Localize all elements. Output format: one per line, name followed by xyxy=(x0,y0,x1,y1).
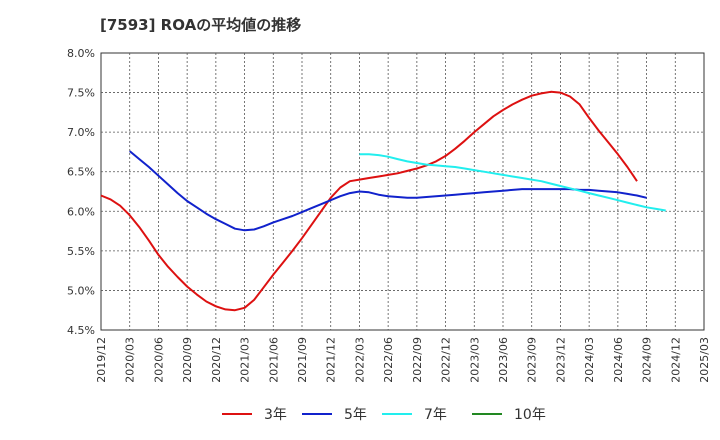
x-tick-label: 2021/12 xyxy=(325,337,338,383)
y-tick-label: 7.0% xyxy=(67,126,95,139)
x-tick-label: 2024/09 xyxy=(641,337,654,383)
series-line-3 xyxy=(359,153,666,212)
series-line-2 xyxy=(129,150,647,232)
x-tick-label: 2023/06 xyxy=(497,337,510,383)
x-tick-label: 2023/12 xyxy=(554,337,567,383)
y-tick-label: 7.5% xyxy=(67,87,95,100)
x-tick-label: 2020/06 xyxy=(152,337,165,383)
x-tick-label: 2019/12 xyxy=(95,337,108,383)
x-axis-ticks: 2019/12 2020/03 2020/06 2020/09 2020/12 2021/… xyxy=(95,337,711,383)
chart-title: [7593] ROAの平均値の推移 xyxy=(100,16,302,34)
x-tick-label: 2021/06 xyxy=(267,337,280,383)
x-tick-label: 2024/12 xyxy=(669,337,682,383)
legend-label-3: 7年 xyxy=(424,407,447,423)
y-tick-label: 6.5% xyxy=(67,166,95,179)
x-tick-label: 2020/09 xyxy=(181,337,194,383)
x-tick-label: 2024/03 xyxy=(583,337,596,383)
series-lines xyxy=(100,90,666,312)
x-tick-label: 2024/06 xyxy=(612,337,625,383)
y-tick-label: 8.0% xyxy=(67,47,95,60)
legend-label-4: 10年 xyxy=(514,407,546,423)
x-tick-label: 2022/06 xyxy=(382,337,395,383)
x-tick-label: 2020/03 xyxy=(124,337,137,383)
legend-label-1: 3年 xyxy=(264,407,287,423)
y-tick-label: 5.5% xyxy=(67,245,95,258)
x-tick-label: 2022/09 xyxy=(411,337,424,383)
x-tick-label: 2022/03 xyxy=(353,337,366,383)
x-tick-label: 2020/12 xyxy=(210,337,223,383)
y-tick-label: 5.0% xyxy=(67,284,95,297)
x-tick-label: 2023/03 xyxy=(468,337,481,383)
y-tick-label: 4.5% xyxy=(67,324,95,337)
x-tick-label: 2023/09 xyxy=(526,337,539,383)
x-tick-label: 2021/03 xyxy=(239,337,252,383)
y-axis-ticks: 4.5% 5.0% 5.5% 6.0% 6.5% 7.0% 7.5% 8.0% xyxy=(67,47,95,337)
legend: 3年 5年 7年 10年 xyxy=(222,407,546,423)
x-tick-label: 2025/03 xyxy=(698,337,711,383)
x-tick-label: 2022/12 xyxy=(440,337,453,383)
x-tick-label: 2021/09 xyxy=(296,337,309,383)
legend-label-2: 5年 xyxy=(344,407,367,423)
y-tick-label: 6.0% xyxy=(67,205,95,218)
series-line-1 xyxy=(100,90,638,312)
